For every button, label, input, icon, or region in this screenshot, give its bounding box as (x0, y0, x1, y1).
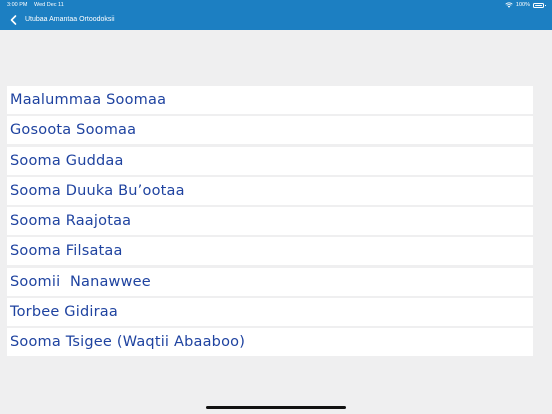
menu-item-label: Sooma Guddaa (10, 152, 124, 169)
battery-percent: 100% (515, 2, 530, 8)
navigation-bar: Utubaa Amantaa Ortoodoksii (0, 10, 552, 30)
menu-item-label: Sooma Tsigee (Waqtii Abaaboo) (10, 334, 246, 350)
menu-item-sooma-raajotaa[interactable]: Sooma Raajotaa (7, 207, 533, 235)
menu-item-label: Gosoota Soomaa (10, 122, 137, 139)
page-title: Utubaa Amantaa Ortoodoksii (25, 16, 115, 23)
wifi-icon (505, 2, 513, 8)
menu-item-label: Soomii Nanawwee (10, 273, 151, 290)
home-indicator[interactable] (206, 406, 346, 409)
menu-item-sooma-duuka-buootaa[interactable]: Sooma Duuka Bu’ootaa (7, 176, 533, 205)
status-time: 3:00 PM (7, 2, 28, 8)
status-date: Wed Dec 11 (34, 2, 64, 8)
status-bar: 3:00 PM Wed Dec 11 100% (0, 0, 552, 10)
menu-item-torbee-gidiraa[interactable]: Torbee Gidiraa (7, 297, 533, 326)
menu-item-label: Torbee Gidiraa (10, 303, 118, 320)
menu-item-sooma-tsigee[interactable]: Sooma Tsigee (Waqtii Abaaboo) (7, 328, 533, 356)
menu-item-label: Sooma Duuka Bu’ootaa (10, 182, 185, 199)
battery-icon (533, 2, 546, 8)
menu-item-soomii-nanawwee[interactable]: Soomii Nanawwee (7, 267, 533, 296)
menu-item-label: Maalummaa Soomaa (10, 92, 167, 108)
menu-item-label: Sooma Raajotaa (10, 213, 132, 229)
chevron-left-icon[interactable] (9, 14, 19, 26)
menu-item-sooma-filsataa[interactable]: Sooma Filsataa (7, 237, 533, 266)
menu-item-label: Sooma Filsataa (10, 243, 123, 260)
status-left: 3:00 PM Wed Dec 11 (7, 0, 69, 10)
menu-item-gosoota-soomaa[interactable]: Gosoota Soomaa (7, 116, 533, 145)
menu-list: Maalummaa Soomaa Gosoota Soomaa Sooma Gu… (7, 86, 533, 358)
menu-item-maalummaa-soomaa[interactable]: Maalummaa Soomaa (7, 86, 533, 114)
menu-item-sooma-guddaa[interactable]: Sooma Guddaa (7, 146, 533, 175)
status-right: 100% (505, 0, 546, 10)
